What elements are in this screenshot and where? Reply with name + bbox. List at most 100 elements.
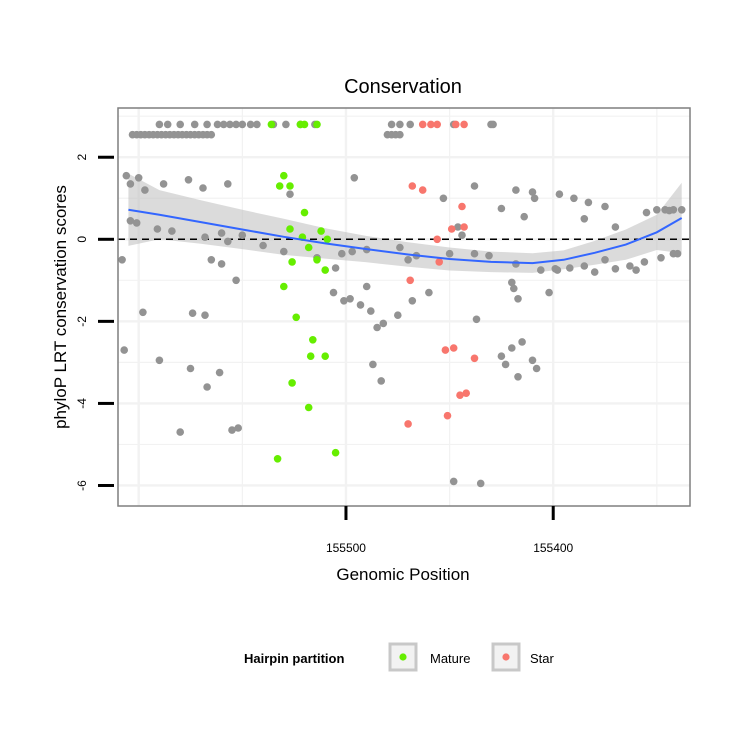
point-other bbox=[369, 360, 377, 369]
point-other bbox=[601, 202, 609, 211]
point-other bbox=[207, 255, 216, 264]
point-other bbox=[485, 251, 493, 260]
point-other bbox=[510, 284, 518, 293]
point-other bbox=[134, 174, 143, 182]
point-star bbox=[404, 420, 412, 428]
point-other bbox=[259, 241, 267, 250]
point-other bbox=[346, 295, 354, 303]
point-star bbox=[418, 186, 427, 194]
point-other bbox=[570, 194, 578, 203]
point-other bbox=[155, 356, 164, 365]
point-other bbox=[611, 265, 620, 273]
point-other bbox=[126, 217, 135, 225]
point-other bbox=[532, 364, 541, 373]
point-other bbox=[520, 212, 528, 221]
point-other bbox=[246, 120, 255, 129]
point-other bbox=[367, 307, 375, 315]
point-star bbox=[452, 120, 460, 129]
point-other bbox=[153, 225, 162, 233]
point-star bbox=[456, 391, 464, 400]
point-other bbox=[199, 184, 207, 192]
point-other bbox=[377, 377, 386, 385]
point-mature bbox=[275, 182, 284, 190]
point-mature bbox=[323, 235, 332, 244]
point-other bbox=[518, 338, 526, 346]
point-star bbox=[458, 202, 466, 211]
point-other bbox=[396, 130, 404, 139]
chart-title: Conservation bbox=[344, 76, 462, 98]
point-other bbox=[508, 278, 516, 287]
point-other bbox=[219, 120, 228, 129]
point-other bbox=[356, 301, 365, 309]
point-other bbox=[601, 255, 609, 264]
point-other bbox=[184, 176, 193, 184]
point-star bbox=[441, 346, 450, 354]
y-tick-label: -4 bbox=[75, 398, 89, 409]
point-other bbox=[439, 194, 448, 203]
y-axis: -6 -4 -2 0 2 bbox=[75, 154, 114, 491]
confidence-band bbox=[128, 173, 682, 273]
point-mature bbox=[267, 120, 276, 129]
point-other bbox=[454, 223, 462, 231]
point-other bbox=[508, 344, 516, 352]
point-other bbox=[217, 229, 226, 237]
grid bbox=[118, 108, 690, 506]
point-mature bbox=[286, 225, 294, 233]
point-star bbox=[406, 276, 415, 285]
legend: Hairpin partition Mature Star bbox=[244, 642, 555, 672]
point-other bbox=[530, 194, 539, 203]
point-other bbox=[640, 258, 649, 266]
point-other bbox=[657, 253, 665, 262]
point-other bbox=[425, 288, 433, 297]
point-other bbox=[163, 120, 172, 129]
point-other bbox=[528, 356, 537, 365]
point-other bbox=[396, 120, 404, 129]
point-other bbox=[176, 120, 184, 129]
legend-marker-star bbox=[502, 653, 510, 661]
point-other bbox=[331, 264, 340, 272]
point-mature bbox=[321, 266, 330, 274]
point-star bbox=[433, 120, 442, 129]
point-mature bbox=[300, 208, 309, 217]
point-other bbox=[139, 308, 147, 317]
point-other bbox=[512, 186, 520, 194]
point-other bbox=[387, 120, 396, 129]
point-other bbox=[348, 247, 357, 256]
point-other bbox=[472, 315, 481, 324]
point-other bbox=[201, 233, 209, 241]
legend-label-mature: Mature bbox=[430, 651, 470, 666]
point-other bbox=[168, 227, 176, 235]
point-other bbox=[580, 262, 589, 270]
point-other bbox=[122, 171, 131, 180]
point-other bbox=[201, 311, 209, 320]
plot-area bbox=[118, 108, 690, 506]
point-star bbox=[433, 235, 442, 244]
point-other bbox=[234, 424, 242, 432]
point-mature bbox=[304, 403, 313, 412]
y-tick-label: -2 bbox=[75, 316, 89, 327]
point-star bbox=[443, 411, 452, 420]
point-other bbox=[224, 180, 232, 188]
legend-marker-mature bbox=[399, 653, 407, 661]
point-mature bbox=[300, 120, 309, 129]
point-other bbox=[373, 323, 381, 332]
point-other bbox=[580, 215, 589, 223]
point-other bbox=[280, 247, 288, 256]
point-other bbox=[514, 373, 522, 381]
point-other bbox=[470, 249, 479, 258]
point-other bbox=[207, 130, 216, 139]
point-other bbox=[190, 120, 199, 129]
y-tick-label: 0 bbox=[75, 236, 89, 243]
point-other bbox=[203, 120, 211, 129]
point-other bbox=[224, 237, 232, 246]
point-other bbox=[350, 174, 359, 182]
point-other bbox=[120, 346, 128, 354]
point-other bbox=[286, 190, 294, 198]
point-other bbox=[632, 266, 640, 274]
point-other bbox=[553, 266, 562, 274]
point-other bbox=[677, 206, 686, 214]
point-mature bbox=[306, 352, 315, 361]
point-star bbox=[447, 225, 456, 233]
point-other bbox=[215, 368, 224, 377]
legend-label-star: Star bbox=[530, 651, 555, 666]
